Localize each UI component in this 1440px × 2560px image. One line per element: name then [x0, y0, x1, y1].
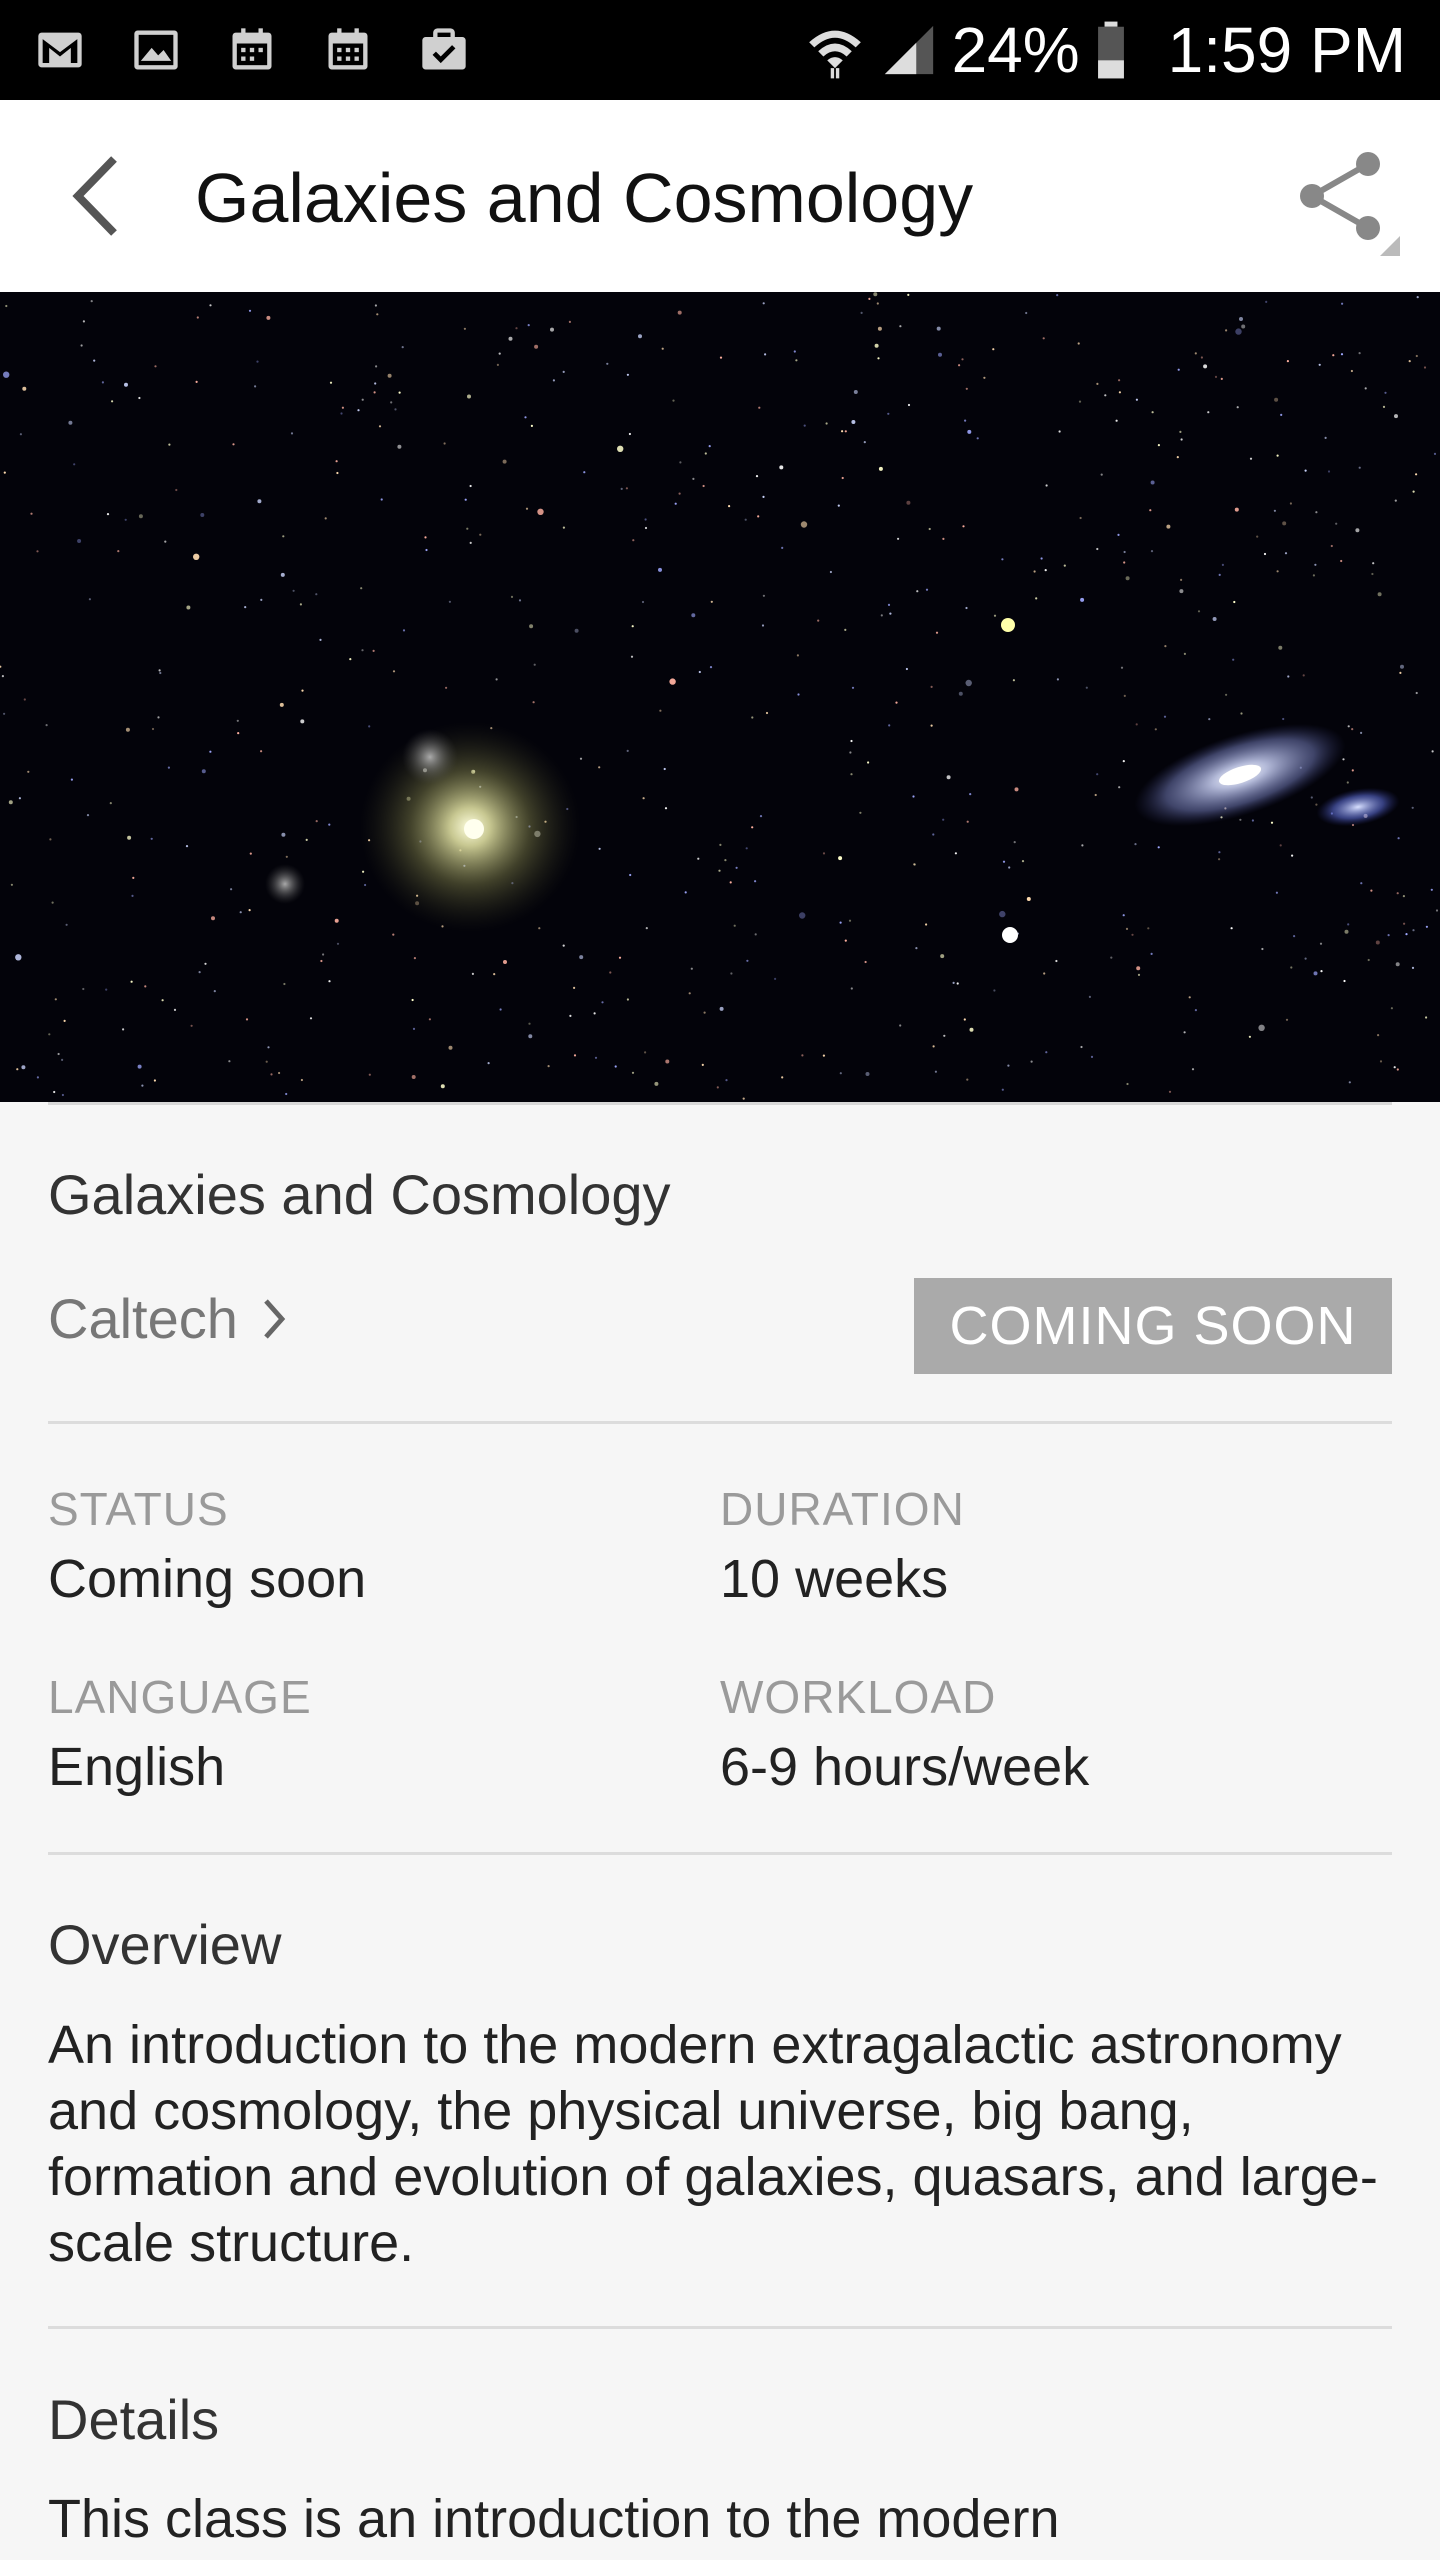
battery-percent: 24%: [951, 14, 1080, 86]
signal-icon: [884, 25, 933, 75]
system-status: 24% 1:59 PM: [804, 0, 1406, 100]
battery-icon: [1097, 21, 1124, 79]
clock: 1:59 PM: [1167, 14, 1406, 86]
gmail-icon: [38, 32, 82, 68]
course-hero-image: [0, 292, 1440, 1102]
details-text: This class is an introduction to the mod…: [48, 2489, 1060, 2549]
status-value: Coming soon: [48, 1549, 367, 1609]
page-title: Galaxies and Cosmology: [195, 159, 974, 237]
provider-link[interactable]: Caltech: [48, 1286, 288, 1351]
coming-soon-button[interactable]: COMING SOON: [914, 1278, 1392, 1374]
share-button[interactable]: [1288, 144, 1400, 256]
divider: [48, 2326, 1392, 2329]
app-bar: Galaxies and Cosmology: [0, 100, 1440, 294]
chevron-left-icon: [72, 156, 117, 236]
calendar-icon: [232, 28, 272, 70]
briefcase-icon: [422, 28, 466, 70]
duration-value: 10 weeks: [720, 1549, 949, 1609]
language-label: LANGUAGE: [48, 1671, 312, 1723]
status-bar: 24% 1:59 PM: [0, 0, 1440, 100]
back-button[interactable]: [48, 148, 144, 244]
overview-text: An introduction to the modern extragalac…: [48, 2015, 1378, 2273]
workload-value: 6-9 hours/week: [720, 1737, 1090, 1797]
calendar-icon: [328, 28, 368, 70]
wifi-icon: [808, 30, 861, 79]
galaxy-field-image: [0, 292, 1440, 1102]
course-title: Galaxies and Cosmology: [48, 1163, 671, 1226]
gallery-icon: [134, 30, 178, 70]
divider: [48, 1852, 1392, 1855]
language-value: English: [48, 1737, 226, 1797]
share-icon: [1300, 152, 1400, 256]
duration-label: DURATION: [720, 1483, 965, 1535]
chevron-right-icon: [264, 1298, 286, 1339]
divider: [48, 1102, 1392, 1105]
details-heading: Details: [48, 2388, 220, 2451]
overview-heading: Overview: [48, 1913, 282, 1976]
notification-icons: [34, 24, 470, 76]
course-details: Galaxies and Cosmology Caltech COMING SO…: [0, 1102, 1440, 2560]
status-label: STATUS: [48, 1483, 229, 1535]
workload-label: WORKLOAD: [720, 1671, 997, 1723]
divider: [48, 1421, 1392, 1424]
provider-name: Caltech: [48, 1287, 238, 1350]
